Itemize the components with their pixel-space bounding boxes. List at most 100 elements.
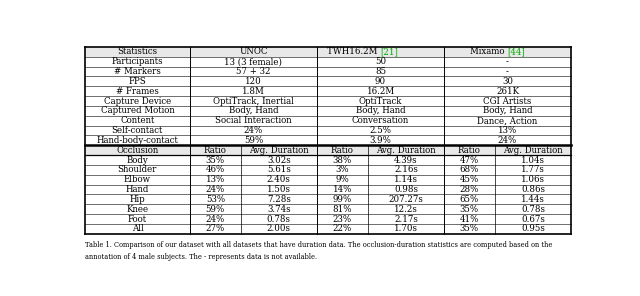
Text: Capture Device: Capture Device <box>104 96 171 105</box>
Text: 1.77s: 1.77s <box>521 165 545 174</box>
Text: All: All <box>132 224 143 233</box>
Text: 85: 85 <box>375 67 386 76</box>
Text: 68%: 68% <box>460 165 479 174</box>
Bar <box>85 47 571 57</box>
Text: 30: 30 <box>502 77 513 86</box>
Text: 0.95s: 0.95s <box>521 224 545 233</box>
Text: 59%: 59% <box>205 205 225 214</box>
Text: Body, Hand: Body, Hand <box>228 106 278 115</box>
Bar <box>85 57 571 67</box>
Bar <box>85 106 571 116</box>
Text: [44]: [44] <box>508 47 525 56</box>
Text: 2.00s: 2.00s <box>267 224 291 233</box>
Text: Ratio: Ratio <box>458 146 481 155</box>
Text: 35%: 35% <box>460 224 479 233</box>
Text: 45%: 45% <box>460 175 479 184</box>
Text: 1.50s: 1.50s <box>267 185 291 194</box>
Text: Avg. Duration: Avg. Duration <box>376 146 436 155</box>
Bar <box>85 155 571 165</box>
Text: 13%: 13% <box>205 175 225 184</box>
Text: 0.67s: 0.67s <box>521 215 545 223</box>
Text: 1.14s: 1.14s <box>394 175 418 184</box>
Text: 207.27s: 207.27s <box>388 195 423 204</box>
Text: 23%: 23% <box>333 215 352 223</box>
Text: 3.02s: 3.02s <box>267 155 291 165</box>
Text: Captured Motion: Captured Motion <box>100 106 174 115</box>
Text: 90: 90 <box>375 77 386 86</box>
Text: 1.06s: 1.06s <box>521 175 545 184</box>
Text: 38%: 38% <box>333 155 352 165</box>
Bar <box>85 194 571 204</box>
Text: Participants: Participants <box>111 57 163 66</box>
Text: Ratio: Ratio <box>204 146 227 155</box>
Text: 5.61s: 5.61s <box>267 165 291 174</box>
Text: Hand: Hand <box>125 185 149 194</box>
Text: 65%: 65% <box>460 195 479 204</box>
Text: Statistics: Statistics <box>117 47 157 56</box>
Bar <box>85 116 571 126</box>
Text: -: - <box>506 57 509 66</box>
Bar <box>85 67 571 76</box>
Text: Dance, Action: Dance, Action <box>477 116 538 125</box>
Text: 1.04s: 1.04s <box>521 155 545 165</box>
Text: # Frames: # Frames <box>116 87 159 96</box>
Text: Body, Hand: Body, Hand <box>356 106 405 115</box>
Text: 1.70s: 1.70s <box>394 224 418 233</box>
Text: Conversation: Conversation <box>352 116 409 125</box>
Text: 13 (3 female): 13 (3 female) <box>225 57 282 66</box>
Text: CGI Artists: CGI Artists <box>483 96 532 105</box>
Text: 22%: 22% <box>333 224 352 233</box>
Text: 41%: 41% <box>460 215 479 223</box>
Text: 9%: 9% <box>335 175 349 184</box>
Bar <box>85 214 571 224</box>
Text: [21]: [21] <box>380 47 398 56</box>
Bar <box>85 136 571 145</box>
Text: Table 1. Comparison of our dataset with all datasets that have duration data. Th: Table 1. Comparison of our dataset with … <box>85 241 552 249</box>
Text: 3.74s: 3.74s <box>267 205 291 214</box>
Bar <box>85 175 571 185</box>
Text: 24%: 24% <box>205 185 225 194</box>
Text: 120: 120 <box>245 77 262 86</box>
Text: Self-contact: Self-contact <box>112 126 163 135</box>
Text: 24%: 24% <box>244 126 263 135</box>
Text: 13%: 13% <box>498 126 517 135</box>
Text: 12.2s: 12.2s <box>394 205 418 214</box>
Text: 4.39s: 4.39s <box>394 155 418 165</box>
Text: annotation of 4 male subjects. The - represents data is not available.: annotation of 4 male subjects. The - rep… <box>85 253 317 261</box>
Text: 2.5%: 2.5% <box>369 126 392 135</box>
Text: 46%: 46% <box>205 165 225 174</box>
Text: 24%: 24% <box>205 215 225 223</box>
Text: Elbow: Elbow <box>124 175 151 184</box>
Text: Hand-body-contact: Hand-body-contact <box>97 136 179 145</box>
Text: FPS: FPS <box>129 77 147 86</box>
Bar <box>85 185 571 194</box>
Text: # Markers: # Markers <box>114 67 161 76</box>
Text: UNOC: UNOC <box>239 47 268 56</box>
Text: 59%: 59% <box>244 136 263 145</box>
Text: 57 + 32: 57 + 32 <box>236 67 271 76</box>
Text: 35%: 35% <box>205 155 225 165</box>
Bar <box>85 224 571 234</box>
Bar <box>85 86 571 96</box>
Text: 24%: 24% <box>498 136 517 145</box>
Text: Avg. Duration: Avg. Duration <box>249 146 308 155</box>
Bar <box>85 126 571 136</box>
Text: 0.78s: 0.78s <box>521 205 545 214</box>
Text: Hip: Hip <box>130 195 145 204</box>
Text: Content: Content <box>120 116 155 125</box>
Text: 0.78s: 0.78s <box>267 215 291 223</box>
Text: Body: Body <box>127 155 148 165</box>
Text: Body, Hand: Body, Hand <box>483 106 532 115</box>
Bar <box>85 204 571 214</box>
Text: 50: 50 <box>375 57 386 66</box>
Text: 53%: 53% <box>205 195 225 204</box>
Text: 2.16s: 2.16s <box>394 165 418 174</box>
Bar <box>85 76 571 86</box>
Bar <box>85 96 571 106</box>
Text: Shoulder: Shoulder <box>118 165 157 174</box>
Text: 0.98s: 0.98s <box>394 185 418 194</box>
Text: 0.86s: 0.86s <box>521 185 545 194</box>
Text: 35%: 35% <box>460 205 479 214</box>
Text: 1.44s: 1.44s <box>521 195 545 204</box>
Text: 2.17s: 2.17s <box>394 215 418 223</box>
